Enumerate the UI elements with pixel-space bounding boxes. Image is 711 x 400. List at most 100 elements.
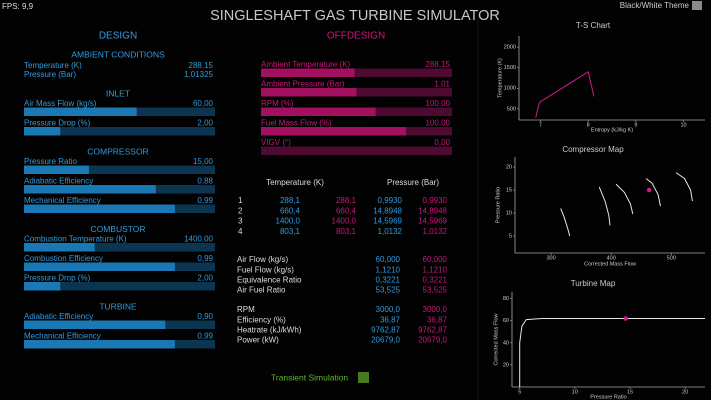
theme-toggle-box[interactable] [692,1,702,10]
slider-fill[interactable] [24,243,95,252]
field-value: 0,90 [197,312,213,321]
slider-fill[interactable] [24,107,137,117]
field-value: 15,00 [193,157,214,166]
x-tick-label: 10 [572,389,578,395]
curve [675,172,693,202]
operating-point [646,187,652,193]
field-label: Combustion Efficiency [24,254,103,263]
slider-fill[interactable] [261,68,355,78]
field-label: Combustion Temperature (K) [24,235,127,244]
result-label: Air Fuel Ratio [237,286,286,295]
section-heading: TURBINE [99,301,137,311]
slider-track[interactable] [24,282,215,291]
field-value: 100,00 [426,99,451,108]
table-header: Pressure (Bar) [387,178,439,187]
y-tick-label: 40 [503,340,509,346]
x-tick-label: 9 [634,122,637,128]
result-label: Fuel Flow (kg/s) [237,265,294,274]
slider-track[interactable] [24,243,215,252]
x-tick-label: 8 [587,122,590,128]
slider-fill[interactable] [24,127,61,136]
transient-button-label[interactable]: Transient Simulation [271,372,348,382]
theme-toggle-label[interactable]: Black/White Theme [620,1,690,10]
slider-fill[interactable] [261,127,407,136]
table-cell: 14,5969 [373,217,402,226]
y-tick-label: 20 [506,165,512,171]
app-title: SINGLESHAFT GAS TURBINE SIMULATOR [210,8,500,24]
field-label: RPM (%) [261,99,294,108]
chart-title: Compressor Map [562,145,624,154]
y-axis-label: Corrected Mass Flow [493,313,499,365]
field-value: 1.01325 [184,70,213,79]
table-cell: 14,8948 [373,206,402,215]
table-header: Temperature (K) [266,178,324,187]
result-value: 36,87 [380,315,401,324]
table-cell: 288,1 [280,196,301,205]
result-label: Efficiency (%) [237,315,286,324]
curve [519,318,705,387]
slider-fill[interactable] [261,107,376,117]
field-label: Adiabatic Efficiency [24,312,93,321]
x-tick-label: 300 [546,255,555,261]
slider-fill[interactable] [261,88,357,97]
field-value: 0,99 [197,254,213,263]
transient-button[interactable] [358,372,369,383]
y-tick-label: 20 [503,362,509,368]
field-value: 0,88 [197,177,213,186]
field-label: Air Mass Flow (kg/s) [24,99,97,108]
chart-title: T-S Chart [576,21,611,30]
x-axis-label: Pressure Ratio [590,394,626,400]
field-label: Mechanical Efficiency [24,332,101,341]
result-value: 3000,0 [376,305,401,314]
y-tick-label: 80 [503,296,509,302]
slider-track[interactable] [261,68,452,78]
result-value: 0,3221 [423,276,448,285]
table-cell: 288,1 [336,196,357,205]
field-label: Pressure Ratio [24,157,77,166]
table-cell: 1,0132 [423,227,448,236]
field-value: 0,99 [197,196,213,205]
slider-track[interactable] [261,146,452,156]
field-label: Mechanical Efficiency [24,196,101,205]
x-tick-label: 15 [627,389,633,395]
result-label: RPM [237,305,255,314]
field-value: 2,00 [197,119,213,128]
y-tick-label: 500 [507,106,516,112]
result-label: Equivalence Ratio [237,276,302,285]
y-axis-label: Pressure Ratio [495,187,501,223]
result-value: 1,1210 [423,265,448,274]
y-tick-label: 15 [506,188,512,194]
offdesign-heading: OFFDESIGN [327,31,385,42]
section-heading: COMPRESSOR [87,146,148,156]
table-cell: 803,1 [336,227,357,236]
slider-fill[interactable] [24,204,175,214]
station-number: 1 [238,196,243,205]
field-label: Temperature (K) [24,61,82,70]
x-axis-label: Entropy (kJ/kg K) [591,127,633,133]
slider-fill[interactable] [24,282,61,291]
section-heading: COMBUSTOR [90,224,145,234]
field-value: 288.15 [189,61,214,70]
field-value: 0,00 [434,138,450,147]
slider-fill[interactable] [24,340,175,349]
table-cell: 1,0132 [378,227,403,236]
slider-fill[interactable] [24,262,175,272]
field-value: 288,15 [426,60,451,69]
table-cell: 14,8948 [418,206,447,215]
slider-fill[interactable] [24,165,89,175]
result-value: 0,3221 [376,276,401,285]
station-number: 3 [238,217,243,226]
field-value: 1400,00 [184,235,213,244]
slider-fill[interactable] [24,320,166,330]
slider-track[interactable] [24,165,215,175]
slider-fill[interactable] [24,185,156,194]
field-value: 60,00 [193,99,214,108]
slider-track[interactable] [24,127,215,136]
curve [560,208,571,237]
result-value: 53,525 [423,286,448,295]
y-tick-label: 60 [503,318,509,324]
table-cell: 0,9930 [378,196,403,205]
table-cell: 0,9930 [423,196,448,205]
field-label: Fuel Mass Flow (%) [261,119,332,128]
